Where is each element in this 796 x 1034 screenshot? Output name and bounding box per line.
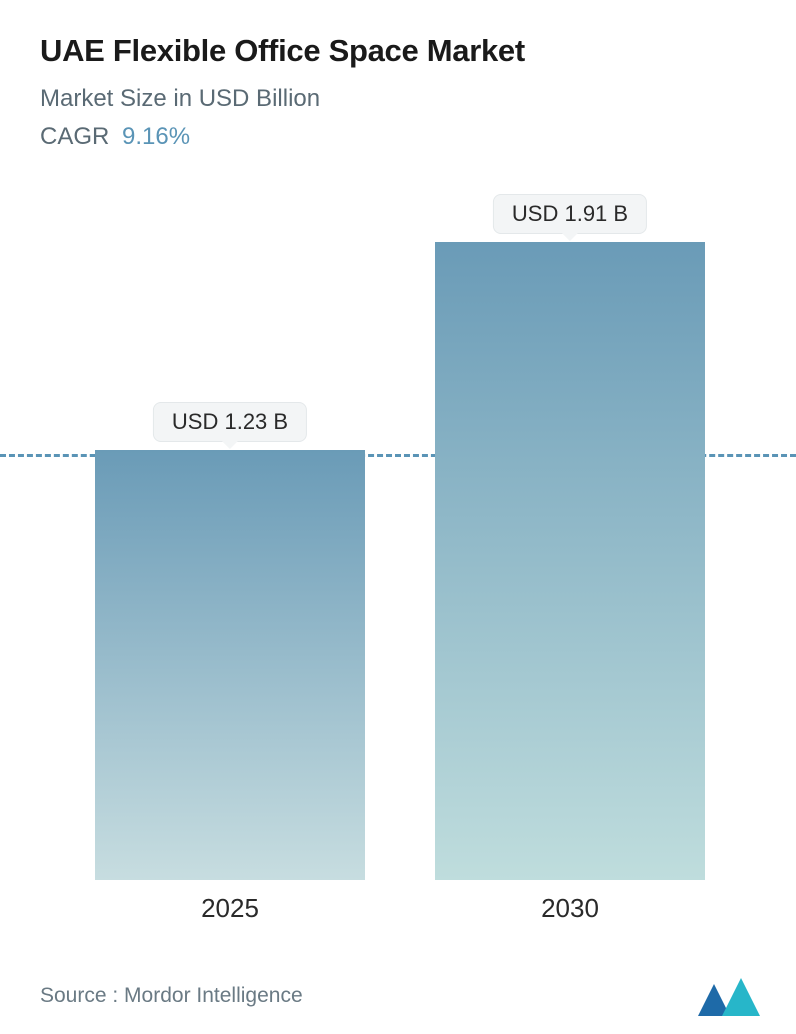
cagr-value: 9.16% xyxy=(122,123,190,150)
chart-footer: Source : Mordor Intelligence xyxy=(0,976,796,1016)
bar-2025-value-badge: USD 1.23 B xyxy=(153,402,307,442)
chart-title: UAE Flexible Office Space Market xyxy=(40,32,756,71)
chart-area: USD 1.23 B 2025 USD 1.91 B 2030 xyxy=(0,210,796,930)
mordor-logo-icon xyxy=(698,976,760,1016)
source-text: Source : Mordor Intelligence xyxy=(40,984,303,1008)
bar-2030-value-badge: USD 1.91 B xyxy=(493,194,647,234)
bar-2025-rect xyxy=(95,450,365,880)
chart-header: UAE Flexible Office Space Market Market … xyxy=(0,0,796,151)
bar-2030-category-label: 2030 xyxy=(435,893,705,924)
bar-2025: USD 1.23 B 2025 xyxy=(95,450,365,880)
cagr-line: CAGR 9.16% xyxy=(40,123,756,151)
cagr-label: CAGR xyxy=(40,123,109,150)
bar-2030-rect xyxy=(435,242,705,880)
chart-subtitle: Market Size in USD Billion xyxy=(40,85,756,113)
bar-2025-category-label: 2025 xyxy=(95,893,365,924)
bar-2030: USD 1.91 B 2030 xyxy=(435,242,705,880)
